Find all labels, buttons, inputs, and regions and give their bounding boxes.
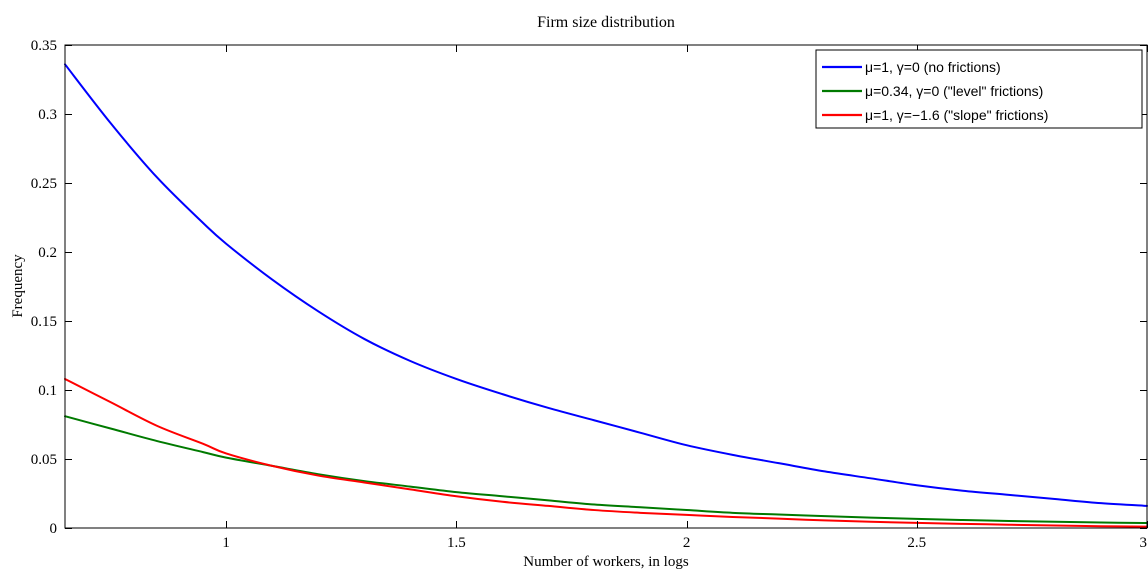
legend-box: [815, 49, 1143, 129]
y-tick-label: 0.05: [31, 452, 57, 468]
series-line-1: [64, 63, 1148, 507]
y-tick-label: 0.2: [38, 245, 57, 261]
x-tick-label: 2: [683, 535, 691, 551]
plot-frame: [64, 44, 1148, 529]
x-tick-label: 3: [1140, 535, 1148, 551]
y-tick-label: 0.15: [31, 314, 57, 330]
x-axis-label: Number of workers, in logs: [523, 554, 689, 570]
legend-label-1: μ=1, γ=0 (no frictions): [865, 59, 1001, 75]
legend-label-2: μ=0.34, γ=0 ("level" frictions): [865, 83, 1043, 99]
y-tick-label: 0.35: [31, 38, 57, 54]
x-tick-label: 2.5: [907, 535, 926, 551]
x-tick-label: 1: [222, 535, 230, 551]
legend-label-3: μ=1, γ=−1.6 ("slope" frictions): [865, 107, 1048, 123]
y-tick-label: 0: [50, 521, 58, 537]
series-line-2: [64, 415, 1148, 525]
y-axis-ticks: 0 0.05 0.1 0.15 0.2 0.25 0.3 0.35: [31, 38, 1147, 537]
chart-title: Firm size distribution: [537, 14, 675, 31]
legend: μ=1, γ=0 (no frictions) μ=0.34, γ=0 ("lev…: [815, 49, 1143, 129]
y-tick-label: 0.25: [31, 176, 57, 192]
x-tick-label: 1.5: [447, 535, 466, 551]
y-tick-label: 0.1: [38, 383, 57, 399]
legend-entries: μ=1, γ=0 (no frictions) μ=0.34, γ=0 ("lev…: [822, 59, 1048, 123]
y-axis-label: Frequency: [10, 254, 26, 318]
series-lines: [64, 63, 1148, 528]
series-line-3: [64, 377, 1148, 528]
y-tick-label: 0.3: [38, 107, 57, 123]
